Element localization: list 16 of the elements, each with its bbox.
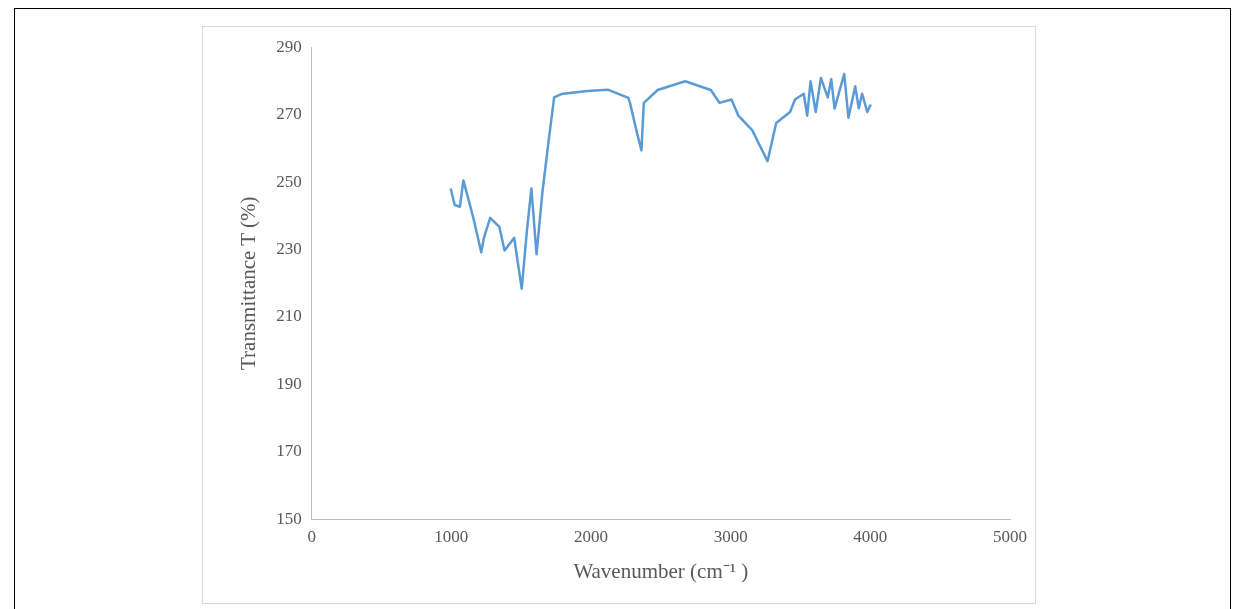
y-tick-label: 230 <box>276 239 302 259</box>
y-tick-label: 290 <box>276 36 302 56</box>
y-tick-label: 190 <box>276 373 302 393</box>
x-tick-label: 3000 <box>713 527 748 547</box>
x-tick-label: 1000 <box>434 527 469 547</box>
x-tick-label: 0 <box>307 527 316 547</box>
x-tick-label: 2000 <box>574 527 609 547</box>
x-tick-label: 5000 <box>993 527 1027 547</box>
y-axis-title: Transmittance T (%) <box>236 196 261 371</box>
y-tick-label: 250 <box>276 171 302 191</box>
y-tick-label: 150 <box>276 508 302 528</box>
x-axis-title: Wavenumber (cm⁻¹ ) <box>573 558 749 583</box>
x-tick-label: 4000 <box>853 527 888 547</box>
y-tick-label: 170 <box>276 441 302 461</box>
y-tick-label: 210 <box>276 306 302 326</box>
y-tick-label: 270 <box>276 104 302 124</box>
